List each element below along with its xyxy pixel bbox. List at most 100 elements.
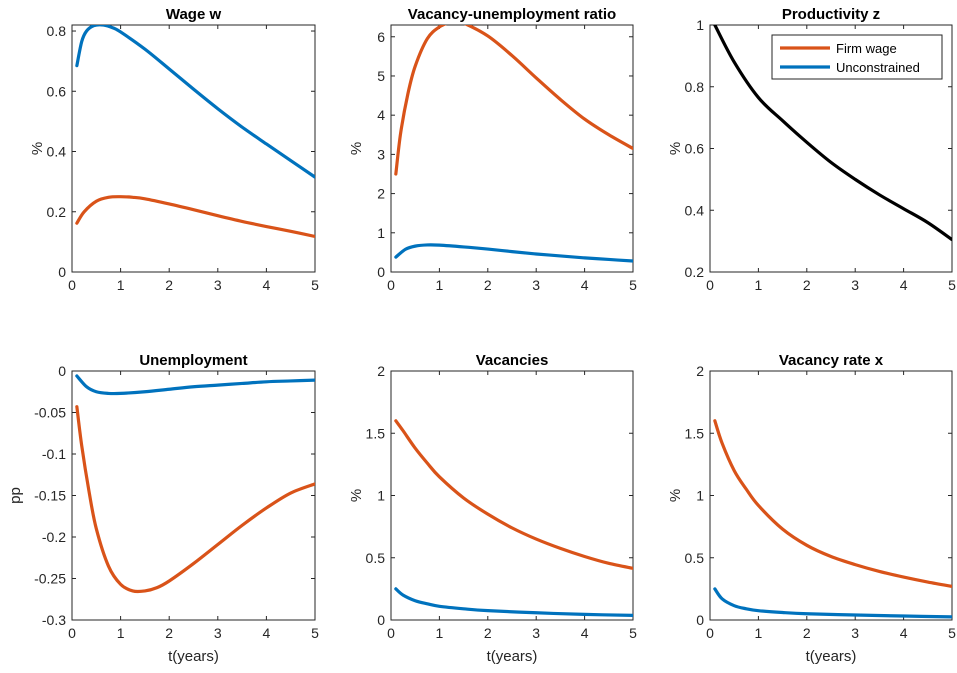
x-tick-label: 5 bbox=[311, 625, 319, 641]
axes-box bbox=[71, 370, 316, 621]
y-tick-label: -0.2 bbox=[42, 529, 66, 545]
x-tick-label: 1 bbox=[755, 277, 763, 293]
firm-wage-line bbox=[394, 419, 633, 570]
x-tick-label: 4 bbox=[900, 625, 908, 641]
y-tick-label: 0.8 bbox=[47, 23, 67, 39]
y-tick-label: 0 bbox=[696, 612, 704, 628]
y-tick-label: 0 bbox=[58, 363, 66, 379]
unconstrained-line bbox=[394, 587, 633, 617]
panel-6: 0 1 2 3 4 5 0 0.5 1 1.5 2 Vacancy rate x% t(years) bbox=[667, 352, 956, 665]
unconstrained-line bbox=[713, 587, 952, 619]
axes-box bbox=[390, 24, 634, 273]
x-tick-label: 0 bbox=[387, 277, 395, 293]
y-axis-label: % bbox=[667, 489, 684, 502]
y-tick-label: 1 bbox=[377, 488, 385, 504]
y-tick-label: -0.3 bbox=[42, 612, 66, 628]
x-tick-label: 5 bbox=[948, 625, 956, 641]
x-tick-label: 4 bbox=[263, 625, 271, 641]
legend-box bbox=[771, 34, 943, 80]
y-tick-label: 0.5 bbox=[685, 550, 705, 566]
firm-wage-line bbox=[394, 25, 633, 176]
x-tick-label: 1 bbox=[117, 625, 125, 641]
x-tick-label: 2 bbox=[803, 277, 811, 293]
x-tick-label: 3 bbox=[214, 625, 222, 641]
y-tick-label: 6 bbox=[377, 29, 385, 45]
y-tick-label: 0.5 bbox=[366, 550, 386, 566]
unconstrained-line bbox=[394, 243, 633, 263]
panel-title: Wage w bbox=[166, 6, 222, 23]
y-axis-label: % bbox=[667, 142, 684, 155]
y-axis-label: pp bbox=[7, 487, 24, 504]
unconstrained-line bbox=[75, 374, 315, 396]
x-tick-label: 3 bbox=[532, 625, 540, 641]
axes-box bbox=[71, 24, 316, 273]
x-tick-label: 1 bbox=[755, 625, 763, 641]
x-tick-label: 4 bbox=[263, 277, 271, 293]
panel-title: Vacancy-unemployment ratio bbox=[408, 6, 616, 23]
x-axis-label: t(years) bbox=[168, 648, 219, 665]
y-tick-label: 5 bbox=[377, 68, 385, 84]
unconstrained-line bbox=[75, 25, 315, 179]
y-axis-label: % bbox=[348, 142, 365, 155]
y-tick-label: 3 bbox=[377, 146, 385, 162]
panel-title: Productivity z bbox=[782, 6, 880, 23]
y-tick-label: 0.2 bbox=[685, 264, 705, 280]
x-tick-label: 5 bbox=[629, 277, 637, 293]
firm-wage-line bbox=[75, 405, 315, 594]
x-axis-label: t(years) bbox=[806, 648, 857, 665]
y-tick-label: 0.4 bbox=[685, 202, 705, 218]
x-tick-label: 4 bbox=[900, 277, 908, 293]
x-tick-label: 1 bbox=[117, 277, 125, 293]
x-tick-label: 5 bbox=[948, 277, 956, 293]
y-tick-label: 1.5 bbox=[366, 425, 386, 441]
x-axis-label: t(years) bbox=[487, 648, 538, 665]
panel-title: Vacancies bbox=[476, 352, 549, 369]
x-tick-label: 1 bbox=[436, 625, 444, 641]
firm-wage-line bbox=[75, 195, 315, 239]
y-tick-label: 0 bbox=[58, 264, 66, 280]
x-tick-label: 3 bbox=[851, 625, 859, 641]
y-tick-label: 1 bbox=[696, 17, 704, 33]
y-tick-label: 0.2 bbox=[47, 204, 67, 220]
y-tick-label: 0.4 bbox=[47, 144, 67, 160]
y-tick-label: 1 bbox=[696, 488, 704, 504]
panel-2: 0 1 2 3 4 5 0 1 2 3 4 5 6 Vacancy-unemployment ratio% bbox=[348, 6, 637, 293]
x-tick-label: 0 bbox=[68, 277, 76, 293]
legend-label: Firm wage bbox=[836, 41, 897, 56]
y-tick-label: 0 bbox=[377, 612, 385, 628]
panel-1: 0 1 2 3 4 5 0 0.2 0.4 0.6 0.8 Wage w% bbox=[29, 6, 319, 293]
x-tick-label: 5 bbox=[311, 277, 319, 293]
x-tick-label: 0 bbox=[68, 625, 76, 641]
y-axis-label: % bbox=[348, 489, 365, 502]
x-tick-label: 4 bbox=[581, 625, 589, 641]
x-tick-label: 1 bbox=[436, 277, 444, 293]
y-tick-label: 2 bbox=[377, 186, 385, 202]
y-tick-label: -0.25 bbox=[34, 571, 66, 587]
x-tick-label: 5 bbox=[629, 625, 637, 641]
axes-box bbox=[390, 370, 634, 621]
x-tick-label: 2 bbox=[165, 277, 173, 293]
x-tick-label: 0 bbox=[706, 625, 714, 641]
y-tick-label: -0.15 bbox=[34, 488, 66, 504]
y-axis-label: % bbox=[29, 142, 46, 155]
x-tick-label: 3 bbox=[214, 277, 222, 293]
x-tick-label: 0 bbox=[706, 277, 714, 293]
x-tick-label: 3 bbox=[851, 277, 859, 293]
y-tick-label: 0 bbox=[377, 264, 385, 280]
panel-title: Vacancy rate x bbox=[779, 352, 884, 369]
y-tick-label: 1 bbox=[377, 225, 385, 241]
y-tick-label: 2 bbox=[377, 363, 385, 379]
x-tick-label: 2 bbox=[803, 625, 811, 641]
y-tick-label: 1.5 bbox=[685, 425, 705, 441]
z-line bbox=[713, 25, 952, 242]
panel-4: 0 1 2 3 4 5 -0.3 -0.25 -0.2 -0.15 -0.1 -0.05 0 Unempl… bbox=[7, 352, 319, 665]
legend-label: Unconstrained bbox=[836, 60, 920, 75]
firm-wage-line bbox=[713, 419, 952, 588]
y-tick-label: 4 bbox=[377, 107, 385, 123]
axes-box bbox=[709, 370, 953, 621]
x-tick-label: 2 bbox=[165, 625, 173, 641]
panel-title: Unemployment bbox=[139, 352, 247, 369]
y-tick-label: 0.6 bbox=[47, 83, 67, 99]
x-tick-label: 2 bbox=[484, 625, 492, 641]
